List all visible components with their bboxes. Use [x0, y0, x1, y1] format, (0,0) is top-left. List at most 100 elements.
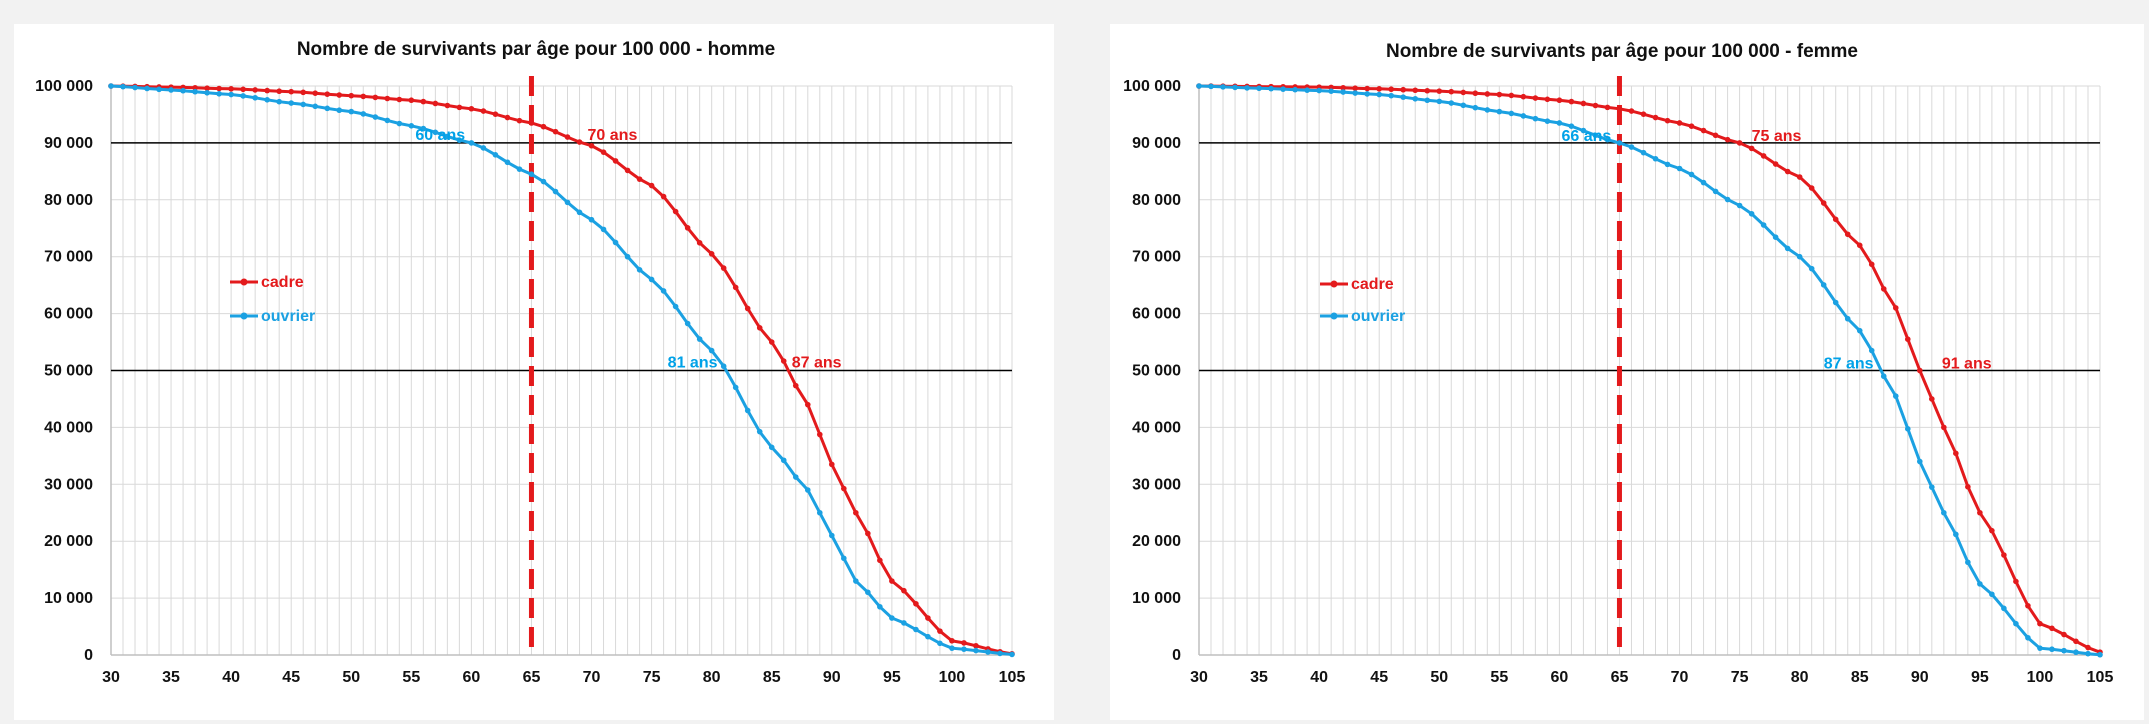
x-tick-label: 100 [939, 669, 966, 686]
data-point-cadre [1736, 140, 1743, 146]
data-point-cadre [1832, 216, 1839, 223]
data-point-ouvrier [1340, 89, 1346, 95]
x-tick-label: 30 [1190, 669, 1208, 686]
data-point-cadre [588, 142, 595, 149]
x-tick-label: 85 [763, 669, 781, 686]
data-point-ouvrier [132, 84, 138, 91]
data-point-cadre [372, 94, 379, 101]
data-point-cadre [1772, 161, 1779, 167]
data-point-cadre [276, 88, 282, 95]
legend-marker-cadre [1330, 280, 1338, 288]
series [1196, 83, 2103, 658]
data-point-ouvrier [865, 589, 871, 596]
data-point-ouvrier [1472, 104, 1479, 111]
data-point-ouvrier [216, 90, 222, 97]
data-point-ouvrier [2037, 645, 2043, 651]
data-point-cadre [1784, 168, 1791, 175]
data-point-ouvrier [444, 133, 451, 140]
data-point-cadre [288, 88, 295, 95]
data-point-ouvrier [276, 98, 282, 105]
data-point-cadre [672, 208, 679, 215]
data-point-ouvrier [925, 633, 931, 640]
data-point-ouvrier [1316, 87, 1322, 94]
data-point-cadre [444, 102, 451, 109]
data-point-ouvrier [2061, 647, 2067, 654]
data-point-ouvrier [1448, 100, 1455, 106]
x-tick-label: 95 [1971, 669, 1989, 686]
data-point-cadre [312, 90, 319, 97]
data-point-cadre [1364, 85, 1370, 92]
data-point-ouvrier [648, 276, 655, 283]
data-point-ouvrier [288, 100, 295, 106]
data-point-ouvrier [1244, 85, 1250, 91]
data-point-cadre [2001, 552, 2007, 558]
data-point-ouvrier [2085, 650, 2091, 657]
y-tick-label: 40 000 [44, 419, 93, 436]
data-point-cadre [1520, 93, 1527, 100]
data-point-cadre [1989, 527, 1995, 534]
data-point-cadre [1340, 84, 1346, 91]
data-point-ouvrier [204, 90, 210, 96]
y-tick-label: 40 000 [1132, 419, 1181, 436]
data-point-cadre [1556, 97, 1563, 104]
data-point-ouvrier [829, 532, 835, 539]
data-point-cadre [1712, 132, 1719, 139]
data-point-cadre [829, 461, 835, 468]
data-point-ouvrier [1364, 91, 1370, 97]
data-point-cadre [1844, 231, 1851, 238]
x-tick-label: 75 [1731, 669, 1749, 686]
data-point-cadre [264, 87, 270, 94]
data-point-ouvrier [937, 640, 943, 647]
data-point-cadre [1484, 91, 1491, 97]
data-point-ouvrier [384, 117, 391, 124]
data-point-ouvrier [1400, 94, 1407, 100]
data-point-ouvrier [696, 336, 703, 342]
data-point-ouvrier [312, 103, 319, 110]
data-point-cadre [1977, 509, 1983, 516]
data-point-cadre [1965, 484, 1971, 490]
data-point-cadre [816, 431, 823, 438]
data-point-cadre [252, 87, 258, 93]
data-point-ouvrier [1712, 188, 1719, 195]
data-point-ouvrier [480, 145, 487, 151]
data-point-cadre [204, 85, 210, 91]
data-point-ouvrier [1808, 265, 1815, 272]
x-tick-label: 50 [1430, 669, 1448, 686]
data-point-cadre [1664, 117, 1671, 124]
x-tick-label: 80 [703, 669, 721, 686]
annotations: 66 ans 75 ans 87 ans 91 ans [1561, 128, 1991, 373]
data-point-cadre [1700, 127, 1707, 134]
data-point-ouvrier [1256, 85, 1262, 92]
annotation-label: 87 ans [1824, 356, 1874, 373]
data-point-ouvrier [564, 199, 571, 206]
data-point-ouvrier [372, 114, 379, 120]
data-point-cadre [1640, 111, 1647, 117]
y-tick-label: 80 000 [44, 192, 93, 209]
data-point-ouvrier [1352, 90, 1358, 96]
data-point-ouvrier [588, 216, 595, 223]
data-point-cadre [612, 158, 619, 164]
data-point-ouvrier [816, 509, 823, 516]
data-point-ouvrier [228, 91, 234, 98]
chart-title: Nombre de survivants par âge pour 100 00… [297, 39, 775, 60]
data-point-cadre [732, 284, 739, 291]
data-point-cadre [1868, 261, 1875, 268]
data-point-cadre [1941, 424, 1947, 431]
data-point-ouvrier [576, 209, 583, 216]
data-point-ouvrier [2097, 651, 2103, 658]
data-point-ouvrier [1652, 155, 1659, 162]
data-point-cadre [2061, 631, 2067, 638]
data-point-cadre [1724, 136, 1731, 143]
data-point-cadre [720, 265, 727, 271]
x-tick-label: 60 [1551, 669, 1569, 686]
data-point-ouvrier [2025, 634, 2031, 641]
data-point-cadre [408, 97, 415, 104]
data-point-ouvrier [708, 347, 715, 354]
data-point-ouvrier [1784, 245, 1791, 252]
series-line-cadre [110, 84, 1013, 656]
data-point-ouvrier [841, 555, 847, 562]
x-tick-label: 105 [999, 669, 1026, 686]
data-point-ouvrier [985, 649, 991, 655]
axes: 0 10 000 20 000 30 000 40 000 50 000 60 000 70 … [35, 78, 1025, 686]
data-point-cadre [925, 615, 931, 621]
